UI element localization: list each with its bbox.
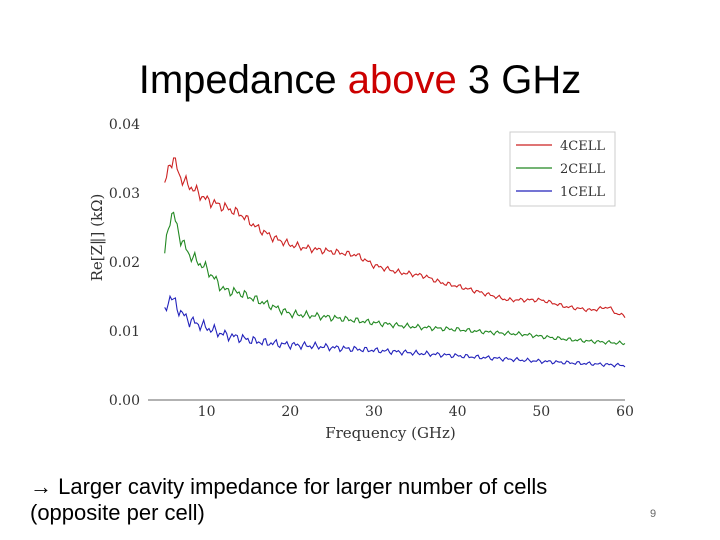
y-tick-label: 0.00 (109, 393, 140, 409)
legend-label-1cell: 1CELL (560, 185, 605, 200)
x-tick-label: 40 (449, 404, 467, 420)
x-axis-label: Frequency (GHz) (325, 424, 456, 442)
x-tick-label: 20 (281, 404, 299, 420)
title-part2: 3 GHz (467, 58, 582, 102)
x-tick-label: 10 (198, 404, 216, 420)
impedance-chart: 10 20 30 40 50 60 0.00 0.01 0.02 0.03 0.04 Frequenc… (88, 117, 634, 442)
bullet-text: → Larger cavity impedance for larger num… (30, 474, 630, 526)
page-number: 9 (650, 508, 657, 520)
legend-label-4cell: 4CELL (560, 139, 605, 154)
y-tick-label: 0.04 (109, 117, 140, 133)
x-tick-label: 50 (532, 404, 550, 420)
y-tick-label: 0.03 (109, 186, 140, 202)
series-line-2cell (164, 211, 626, 346)
title-part1: Impedance (138, 58, 337, 102)
y-tick-label: 0.01 (109, 324, 140, 340)
legend-label-2cell: 2CELL (560, 162, 605, 177)
slide-title: Impedance above 3 GHz (0, 56, 720, 104)
x-tick-label: 30 (365, 404, 383, 420)
x-tick-label: 60 (616, 404, 634, 420)
series-line-1cell (164, 294, 626, 368)
title-accent: above (347, 58, 457, 102)
bullet-arrow: → (30, 474, 52, 499)
legend-box (509, 131, 616, 207)
series-line-4cell (164, 157, 626, 318)
y-tick-label: 0.02 (109, 255, 140, 271)
y-axis-label: Re[Z‖] (kΩ) (88, 194, 106, 282)
bullet-line1: Larger cavity impedance for larger numbe… (58, 474, 548, 499)
bullet-line2: (opposite per cell) (30, 500, 205, 525)
